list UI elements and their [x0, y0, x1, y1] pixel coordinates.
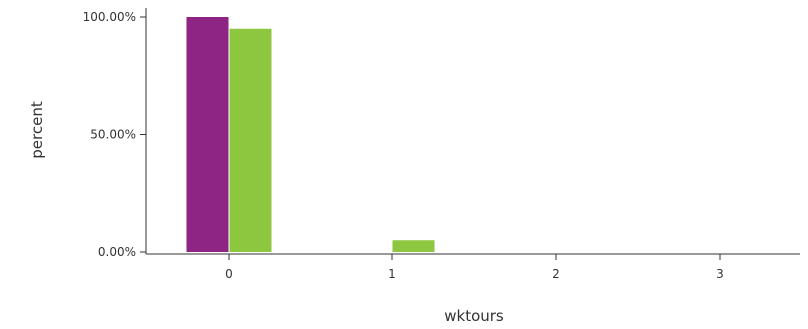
- x-tick-label: 0: [225, 267, 233, 281]
- y-axis-ticks: 0.00% 50.00% 100.00%: [83, 10, 146, 259]
- plot-area: 0.00% 50.00% 100.00% 0 1 2 3: [83, 8, 800, 281]
- x-axis-title: wktours: [444, 307, 504, 325]
- bar-series-1-cat-0: [186, 17, 229, 252]
- bar-series-2-cat-1: [392, 240, 435, 252]
- x-tick-label: 3: [716, 267, 724, 281]
- y-tick-label: 0.00%: [98, 245, 136, 259]
- y-tick-label: 50.00%: [90, 128, 136, 142]
- x-tick-label: 2: [552, 267, 560, 281]
- bars: [186, 17, 435, 252]
- y-axis-title: percent: [28, 101, 46, 159]
- y-tick-label: 100.00%: [83, 10, 136, 24]
- x-tick-label: 1: [388, 267, 396, 281]
- bar-series-2-cat-0: [229, 28, 272, 252]
- x-axis-ticks: 0 1 2 3: [225, 254, 724, 281]
